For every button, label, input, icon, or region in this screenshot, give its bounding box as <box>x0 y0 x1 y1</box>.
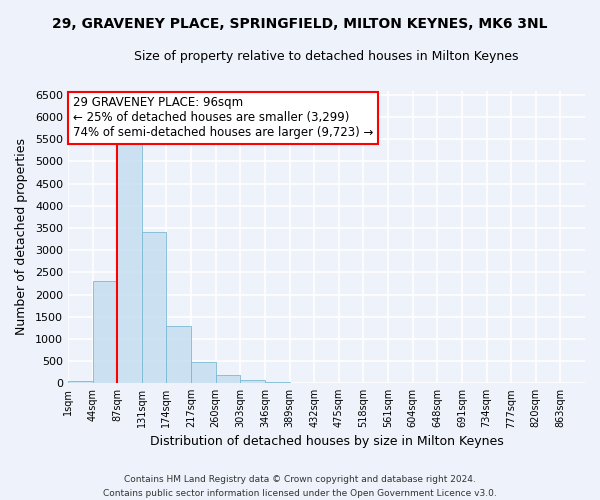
Text: 29 GRAVENEY PLACE: 96sqm
← 25% of detached houses are smaller (3,299)
74% of sem: 29 GRAVENEY PLACE: 96sqm ← 25% of detach… <box>73 96 373 140</box>
Bar <box>68 381 92 383</box>
Bar <box>265 382 290 383</box>
Title: Size of property relative to detached houses in Milton Keynes: Size of property relative to detached ho… <box>134 50 519 63</box>
Text: 29, GRAVENEY PLACE, SPRINGFIELD, MILTON KEYNES, MK6 3NL: 29, GRAVENEY PLACE, SPRINGFIELD, MILTON … <box>52 18 548 32</box>
Bar <box>117 142 142 383</box>
Bar <box>142 232 166 383</box>
Bar <box>166 326 191 383</box>
X-axis label: Distribution of detached houses by size in Milton Keynes: Distribution of detached houses by size … <box>149 434 503 448</box>
Bar <box>240 380 265 383</box>
Bar <box>92 281 117 383</box>
Y-axis label: Number of detached properties: Number of detached properties <box>15 138 28 336</box>
Bar <box>215 375 240 383</box>
Bar <box>191 362 215 383</box>
Text: Contains HM Land Registry data © Crown copyright and database right 2024.
Contai: Contains HM Land Registry data © Crown c… <box>103 476 497 498</box>
